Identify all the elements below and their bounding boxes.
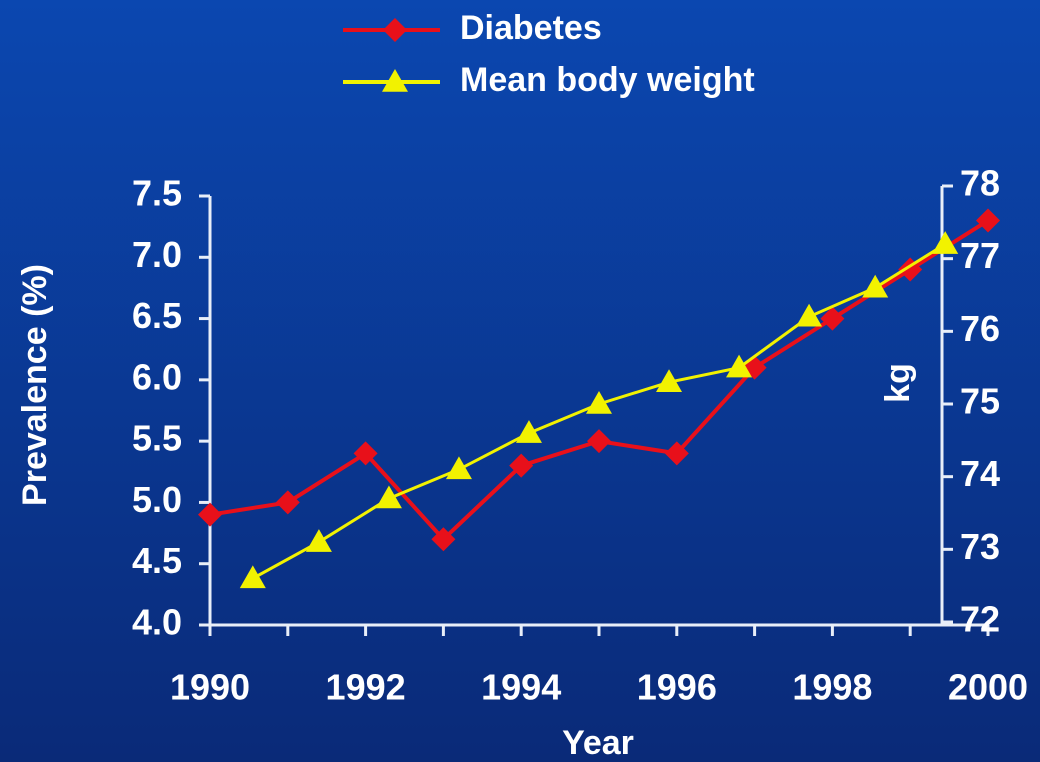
diamond-marker — [431, 527, 456, 552]
y-tick-label: 5.5 — [132, 418, 182, 459]
triangle-marker — [586, 391, 612, 414]
legend-marker — [383, 18, 407, 42]
triangle-marker — [375, 485, 402, 509]
y-tick-label: 7.5 — [132, 173, 182, 214]
x-tick-label: 1996 — [637, 667, 717, 708]
y-tick-label: 4.0 — [132, 602, 182, 643]
diamond-marker — [275, 490, 300, 515]
triangle-marker — [239, 565, 266, 589]
x-tick-label: 1994 — [481, 667, 561, 708]
legend-marker — [382, 69, 408, 92]
triangle-marker — [796, 303, 823, 327]
diamond-marker — [198, 502, 222, 527]
x-tick-label: 1990 — [170, 667, 250, 708]
y2-tick-label: 76 — [960, 308, 1000, 349]
y-tick-label: 6.0 — [132, 356, 182, 397]
triangle-marker — [445, 456, 472, 480]
x-tick-label: 1998 — [792, 667, 872, 708]
diamond-marker — [820, 306, 845, 331]
triangle-marker — [515, 420, 542, 443]
y2-tick-label: 75 — [960, 381, 1000, 422]
diamond-marker — [976, 208, 1000, 233]
y-tick-label: 4.5 — [132, 540, 182, 581]
y-axis-title: Prevalence (%) — [16, 264, 54, 506]
y2-tick-label: 78 — [960, 163, 1000, 204]
diamond-marker — [353, 441, 378, 466]
x-tick-label: 1992 — [326, 667, 406, 708]
y2-axis-title: kg — [879, 363, 917, 403]
y2-tick-label: 77 — [960, 235, 1000, 276]
triangle-marker — [656, 369, 683, 392]
y-tick-label: 7.0 — [132, 234, 182, 275]
triangle-marker — [862, 274, 889, 298]
triangle-marker — [305, 529, 332, 552]
y-tick-label: 6.5 — [132, 295, 182, 336]
x-axis-title: Year — [562, 724, 634, 762]
y-tick-label: 5.0 — [132, 479, 182, 520]
legend-label: Diabetes — [460, 9, 602, 47]
y2-tick-label: 73 — [960, 526, 1000, 567]
diamond-marker — [509, 453, 534, 478]
triangle-marker — [932, 231, 959, 254]
y2-tick-label: 74 — [960, 453, 1000, 494]
y2-tick-label: 72 — [960, 599, 1000, 640]
diamond-marker — [587, 429, 611, 454]
triangle-marker — [726, 354, 753, 378]
legend-label: Mean body weight — [460, 61, 755, 99]
x-tick-label: 2000 — [948, 667, 1028, 708]
diamond-marker — [664, 441, 689, 466]
